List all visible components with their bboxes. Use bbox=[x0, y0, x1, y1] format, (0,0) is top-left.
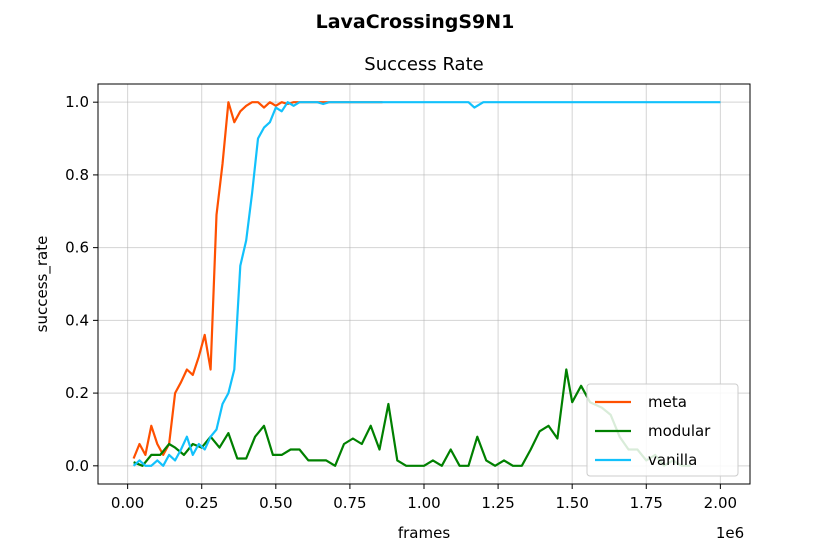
legend-label-meta: meta bbox=[648, 393, 687, 411]
legend-label-modular: modular bbox=[648, 422, 711, 440]
x-tick-label: 0.25 bbox=[185, 494, 218, 512]
x-tick-label: 2.00 bbox=[704, 494, 737, 512]
x-tick-label: 0.00 bbox=[111, 494, 144, 512]
y-tick-label: 0.4 bbox=[65, 311, 89, 329]
x-axis-offset-label: 1e6 bbox=[716, 524, 744, 542]
chart-title: Success Rate bbox=[364, 54, 483, 75]
x-axis-label: frames bbox=[398, 524, 450, 542]
x-axis-ticks: 0.00 0.25 0.50 0.75 1.00 1.25 1.50 1.75 2.00 bbox=[111, 484, 737, 512]
y-tick-label: 1.0 bbox=[65, 93, 89, 111]
legend: meta modular vanilla bbox=[586, 383, 739, 477]
series-line-vanilla bbox=[132, 101, 721, 467]
x-tick-label: 0.75 bbox=[333, 494, 366, 512]
x-tick-label: 0.50 bbox=[259, 494, 292, 512]
legend-label-vanilla: vanilla bbox=[648, 451, 697, 469]
y-tick-label: 0.0 bbox=[65, 457, 89, 475]
chart-suptitle: LavaCrossingS9N1 bbox=[316, 11, 515, 33]
x-tick-label: 1.00 bbox=[407, 494, 440, 512]
series-line-meta bbox=[132, 101, 383, 459]
y-tick-label: 0.6 bbox=[65, 239, 89, 257]
y-tick-label: 0.2 bbox=[65, 384, 89, 402]
x-tick-label: 1.75 bbox=[630, 494, 663, 512]
x-tick-label: 1.50 bbox=[555, 494, 588, 512]
y-axis-label: success_rate bbox=[33, 236, 52, 333]
y-axis-ticks: 0.0 0.2 0.4 0.6 0.8 1.0 bbox=[65, 93, 98, 475]
legend-box bbox=[586, 383, 739, 477]
x-tick-label: 1.25 bbox=[481, 494, 514, 512]
y-tick-label: 0.8 bbox=[65, 166, 89, 184]
